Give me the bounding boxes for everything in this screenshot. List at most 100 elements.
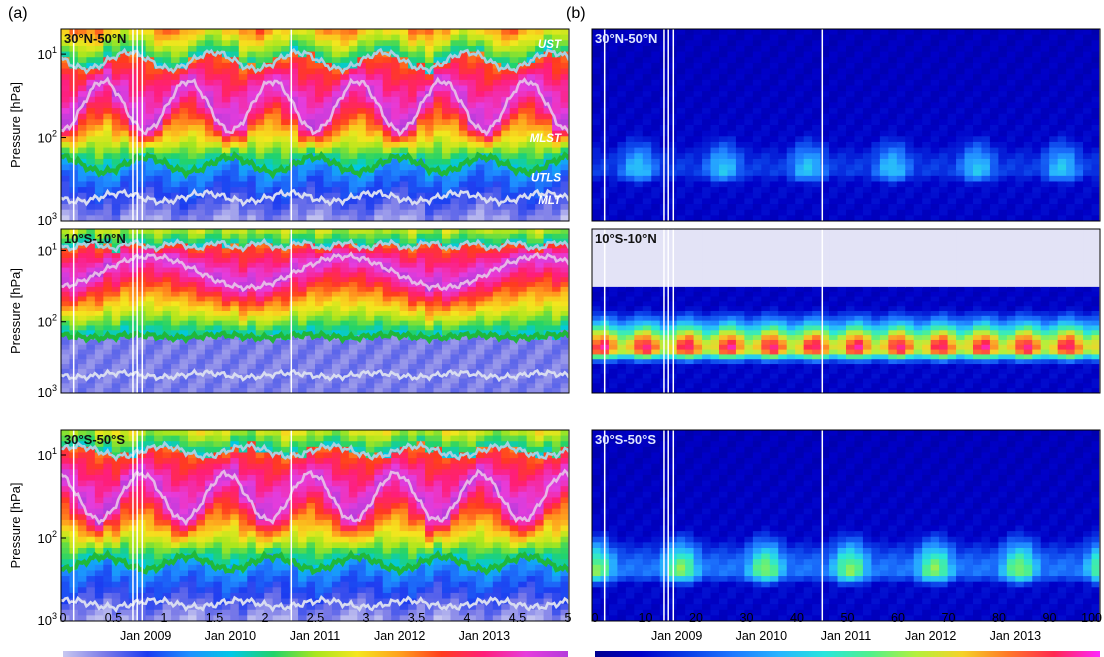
heatmap-cell xyxy=(154,547,164,555)
heatmap-cell xyxy=(382,229,392,235)
heatmap-cell xyxy=(526,364,536,370)
heatmap-cell xyxy=(103,559,113,566)
heatmap-cell xyxy=(103,215,113,221)
heatmap-cell xyxy=(145,291,155,298)
heatmap-cell xyxy=(179,286,189,293)
heatmap-cell xyxy=(501,306,511,312)
heatmap-cell xyxy=(264,311,274,317)
heatmap-cell xyxy=(238,153,248,160)
heatmap-cell xyxy=(543,301,553,307)
heatmap-cell xyxy=(475,282,485,288)
heatmap-cell xyxy=(289,164,299,171)
heatmap-cell xyxy=(162,435,172,442)
heatmap-cell xyxy=(552,170,562,177)
heatmap-cell xyxy=(86,192,96,200)
heatmap-cell xyxy=(509,153,519,160)
heatmap-cell xyxy=(196,209,206,216)
heatmap-cell xyxy=(365,267,375,274)
heatmap-cell xyxy=(213,458,223,465)
heatmap-cell xyxy=(86,253,96,259)
heatmap-cell xyxy=(399,315,409,322)
heatmap-cell xyxy=(196,57,206,64)
heatmap-cell xyxy=(103,79,113,87)
heatmap-cell xyxy=(255,388,265,393)
heatmap-cell xyxy=(196,96,206,104)
heatmap-cell xyxy=(323,29,333,36)
heatmap-cell xyxy=(61,57,71,64)
heatmap-cell xyxy=(171,564,181,572)
heatmap-cell xyxy=(442,119,452,126)
heatmap-cell xyxy=(281,320,291,327)
heatmap-cell xyxy=(120,29,130,36)
plot-frame xyxy=(60,228,570,394)
heatmap-cell xyxy=(365,301,375,307)
heatmap-cell xyxy=(408,301,418,307)
heatmap-cell xyxy=(171,34,181,41)
heatmap-cell xyxy=(120,306,130,312)
heatmap-cell xyxy=(162,344,172,351)
heatmap-cell xyxy=(272,209,282,216)
heatmap-cell xyxy=(154,458,164,465)
heatmap-cell xyxy=(145,491,155,499)
heatmap-cell xyxy=(315,147,325,154)
heatmap-cell xyxy=(560,257,569,264)
heatmap-cell xyxy=(179,452,189,459)
heatmap-cell xyxy=(306,136,316,143)
heatmap-cell xyxy=(306,119,316,126)
heatmap-cell xyxy=(111,204,121,211)
heatmap-cell xyxy=(535,113,545,120)
heatmap-cell xyxy=(61,441,71,448)
heatmap-cell xyxy=(255,102,265,109)
heatmap-cell xyxy=(298,248,308,254)
heatmap-cell xyxy=(365,198,375,205)
heatmap-cell xyxy=(188,181,198,188)
heatmap-cell xyxy=(179,153,189,160)
heatmap-cell xyxy=(179,306,189,312)
line-label: UTLS xyxy=(531,172,561,184)
heatmap-cell xyxy=(475,91,485,98)
heatmap-cell xyxy=(408,359,418,365)
heatmap-cell xyxy=(154,373,164,380)
heatmap-cell xyxy=(535,29,545,36)
heatmap-cell xyxy=(221,553,231,560)
heatmap-cell xyxy=(501,125,511,132)
heatmap-cell xyxy=(255,311,265,317)
heatmap-cell xyxy=(77,383,87,389)
heatmap-cell xyxy=(196,187,206,194)
heatmap-cell xyxy=(188,480,198,487)
heatmap-cell xyxy=(247,215,257,221)
heatmap-cell xyxy=(204,209,214,216)
heatmap-cell xyxy=(238,547,248,555)
heatmap-cell xyxy=(484,315,494,322)
heatmap-cell xyxy=(179,198,189,205)
heatmap-cell xyxy=(298,113,308,120)
heatmap-cell xyxy=(196,311,206,317)
heatmap-cell xyxy=(61,301,71,307)
heatmap-cell xyxy=(247,430,257,437)
heatmap-cell xyxy=(188,491,198,499)
heatmap-cell xyxy=(247,570,257,577)
heatmap-cell xyxy=(162,564,172,572)
heatmap-cell xyxy=(171,248,181,254)
heatmap-cell xyxy=(399,204,409,211)
heatmap-cell xyxy=(154,570,164,577)
heatmap-cell xyxy=(281,354,291,360)
heatmap-cell xyxy=(315,181,325,188)
heatmap-cell xyxy=(509,364,519,370)
heatmap-cell xyxy=(323,262,333,269)
heatmap-cell xyxy=(315,368,325,375)
heatmap-cell xyxy=(230,301,240,307)
heatmap-cell xyxy=(272,519,282,527)
heatmap-cell xyxy=(535,364,545,370)
heatmap-cell xyxy=(442,136,452,143)
heatmap-cell xyxy=(475,102,485,109)
heatmap-cell xyxy=(86,267,96,274)
heatmap-cell xyxy=(188,96,198,104)
heatmap-cell xyxy=(86,243,96,249)
heatmap-cell xyxy=(509,187,519,194)
heatmap-cell xyxy=(416,204,426,211)
heatmap-cell xyxy=(450,170,460,177)
heatmap-cell xyxy=(145,581,155,588)
heatmap-cell xyxy=(442,277,452,283)
heatmap-cell xyxy=(61,335,71,341)
